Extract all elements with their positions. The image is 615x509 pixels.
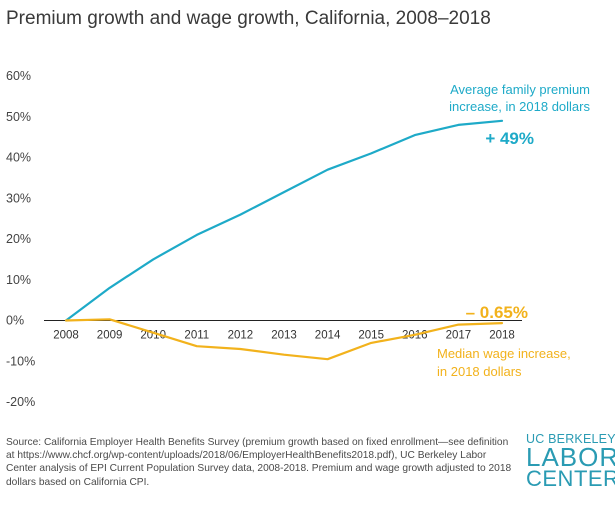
line-chart: -20% -10% 0% 10% 20% 30% 40% 50% 60% 2008 2009 201… bbox=[6, 69, 590, 409]
premium-label-line-1: Average family premium bbox=[450, 82, 590, 97]
labor-center-logo: UC BERKELEY LABOR CENTER bbox=[526, 432, 615, 491]
series-labels: Average family premium increase, in 2018 … bbox=[437, 82, 590, 379]
logo-line-2: LABOR bbox=[526, 442, 615, 472]
x-tick-label: 2015 bbox=[358, 330, 384, 342]
logo-line-3: CENTER bbox=[526, 466, 615, 491]
x-tick-label: 2013 bbox=[271, 330, 297, 342]
x-tick-label: 2009 bbox=[97, 330, 123, 342]
x-tick-label: 2018 bbox=[489, 330, 515, 342]
y-tick-label: 20% bbox=[6, 232, 31, 246]
wage-label-line-1: Median wage increase, bbox=[437, 346, 571, 361]
y-tick-label: -10% bbox=[6, 354, 35, 368]
wage-label-line-2: in 2018 dollars bbox=[437, 364, 522, 379]
premium-end-value: + 49% bbox=[485, 129, 534, 148]
y-axis: -20% -10% 0% 10% 20% 30% 40% 50% 60% bbox=[6, 69, 35, 409]
x-tick-label: 2012 bbox=[228, 330, 254, 342]
logo-line-1: UC BERKELEY bbox=[526, 432, 615, 446]
y-tick-label: 60% bbox=[6, 69, 31, 83]
y-tick-label: 30% bbox=[6, 191, 31, 205]
y-tick-label: 10% bbox=[6, 273, 31, 287]
x-tick-label: 2011 bbox=[184, 330, 209, 342]
x-axis: 2008 2009 2010 2011 2012 2013 2014 2015 2016 2017… bbox=[44, 320, 522, 342]
premium-label-line-2: increase, in 2018 dollars bbox=[449, 99, 590, 114]
wage-end-value: – 0.65% bbox=[466, 303, 528, 322]
chart-title: Premium growth and wage growth, Californ… bbox=[6, 8, 491, 29]
y-tick-label: 0% bbox=[6, 314, 24, 328]
x-tick-label: 2008 bbox=[53, 330, 79, 342]
y-tick-label: 50% bbox=[6, 110, 31, 124]
x-tick-label: 2017 bbox=[446, 330, 472, 342]
y-tick-label: 40% bbox=[6, 151, 31, 165]
series-line-premium bbox=[64, 119, 504, 322]
y-tick-label: -20% bbox=[6, 395, 35, 409]
x-tick-label: 2014 bbox=[315, 330, 341, 342]
series-lines bbox=[64, 119, 504, 361]
x-tick-label: 2010 bbox=[140, 330, 166, 342]
series-line-wage bbox=[64, 318, 504, 361]
source-note: Source: California Employer Health Benef… bbox=[6, 437, 512, 488]
